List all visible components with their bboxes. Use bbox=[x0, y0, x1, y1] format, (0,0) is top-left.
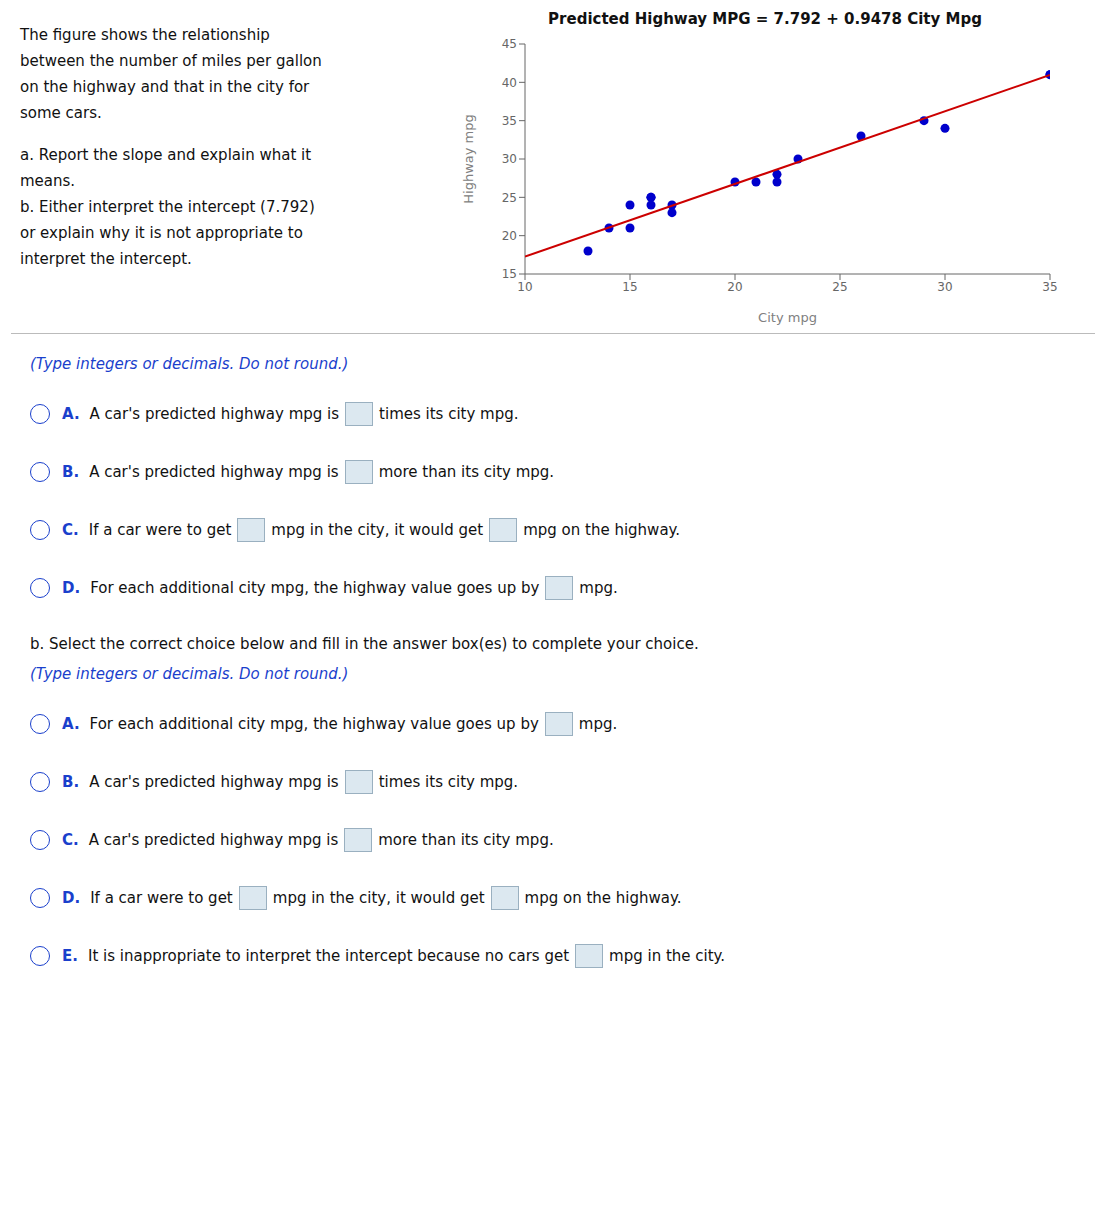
html-text:C.: C. bbox=[62, 831, 79, 849]
html-text:If a car were to get: If a car were to get bbox=[90, 889, 233, 907]
html-text:more than its city mpg.: more than its city mpg. bbox=[378, 831, 554, 849]
html-text:or explain why it is not appro: or explain why it is not appropriate to bbox=[20, 224, 303, 242]
svg-text:Highway mpg: Highway mpg bbox=[461, 114, 476, 203]
svg-text:30: 30 bbox=[937, 280, 952, 294]
html-text:more than its city mpg.: more than its city mpg. bbox=[378, 463, 555, 481]
html-text:a. Report the slope and explai: a. Report the slope and explain what it bbox=[20, 146, 312, 164]
html-text:mpg.: mpg. bbox=[579, 579, 618, 597]
html-text:mpg in the city, it would get: mpg in the city, it would get bbox=[272, 889, 485, 907]
svg-text:30: 30 bbox=[502, 152, 517, 166]
html-text:B.: B. bbox=[62, 463, 80, 481]
svg-text:20: 20 bbox=[727, 280, 742, 294]
html-text:mpg on the highway.: mpg on the highway. bbox=[523, 521, 681, 539]
html-text:Predicted Highway MPG = 7.792: Predicted Highway MPG = 7.792 + 0.9478 C… bbox=[548, 10, 982, 28]
html-text:For each additional city mpg,: For each additional city mpg, the highwa… bbox=[89, 715, 539, 733]
svg-text:40: 40 bbox=[502, 76, 517, 90]
html-text:b. Select the correct choice b: b. Select the correct choice below and f… bbox=[30, 635, 699, 653]
svg-text:City mpg: City mpg bbox=[758, 310, 817, 325]
html-text:D.: D. bbox=[62, 889, 81, 907]
html-text:D.: D. bbox=[62, 579, 81, 597]
svg-text:15: 15 bbox=[502, 267, 517, 281]
svg-text:20: 20 bbox=[502, 229, 517, 243]
html-text:between the number of miles pe: between the number of miles per gallon bbox=[20, 52, 322, 70]
html-text:b. Either interpret the interc: b. Either interpret the intercept (7.792… bbox=[20, 198, 315, 216]
html-text:(Type integers or decimals. Do: (Type integers or decimals. Do not round… bbox=[30, 355, 349, 373]
html-text:mpg in the city.: mpg in the city. bbox=[609, 947, 726, 965]
svg-text:15: 15 bbox=[622, 280, 637, 294]
html-text:on the highway and that in the: on the highway and that in the city for bbox=[20, 78, 310, 96]
html-text:E.: E. bbox=[62, 947, 78, 965]
html-text:mpg.: mpg. bbox=[578, 715, 618, 733]
html-text:some cars.: some cars. bbox=[20, 104, 102, 122]
svg-text:45: 45 bbox=[502, 37, 517, 51]
html-text:A car's predicted highway mpg: A car's predicted highway mpg is bbox=[89, 463, 339, 481]
svg-text:35: 35 bbox=[502, 114, 517, 128]
svg-text:10: 10 bbox=[517, 280, 532, 294]
html-text:(Type integers or decimals. Do: (Type integers or decimals. Do not round… bbox=[30, 665, 349, 683]
html-text:A car's predicted highway mpg: A car's predicted highway mpg is bbox=[89, 405, 340, 423]
html-text:It is inappropriate to interpr: It is inappropriate to interpret the int… bbox=[88, 947, 570, 965]
html-text:C.: C. bbox=[62, 521, 79, 539]
html-text:B.: B. bbox=[62, 773, 80, 791]
html-text:The figure shows the relations: The figure shows the relationship bbox=[20, 26, 270, 44]
svg-text:35: 35 bbox=[1042, 280, 1057, 294]
svg-text:25: 25 bbox=[502, 191, 517, 205]
html-text:mpg on the highway.: mpg on the highway. bbox=[524, 889, 682, 907]
html-text:times its city mpg.: times its city mpg. bbox=[379, 405, 519, 423]
html-text:A car's predicted highway mpg: A car's predicted highway mpg is bbox=[88, 831, 339, 849]
html-text:means.: means. bbox=[20, 172, 76, 190]
html-text:A.: A. bbox=[62, 405, 80, 423]
svg-text:25: 25 bbox=[832, 280, 847, 294]
html-text:A.: A. bbox=[62, 715, 80, 733]
html-text:A car's predicted highway mpg: A car's predicted highway mpg is bbox=[89, 773, 339, 791]
html-text:For each additional city mpg,: For each additional city mpg, the highwa… bbox=[90, 579, 540, 597]
html-text:interpret the intercept.: interpret the intercept. bbox=[20, 250, 192, 268]
html-text:mpg in the city, it would get: mpg in the city, it would get bbox=[271, 521, 484, 539]
html-text:If a car were to get: If a car were to get bbox=[88, 521, 232, 539]
html-text:times its city mpg.: times its city mpg. bbox=[378, 773, 519, 791]
